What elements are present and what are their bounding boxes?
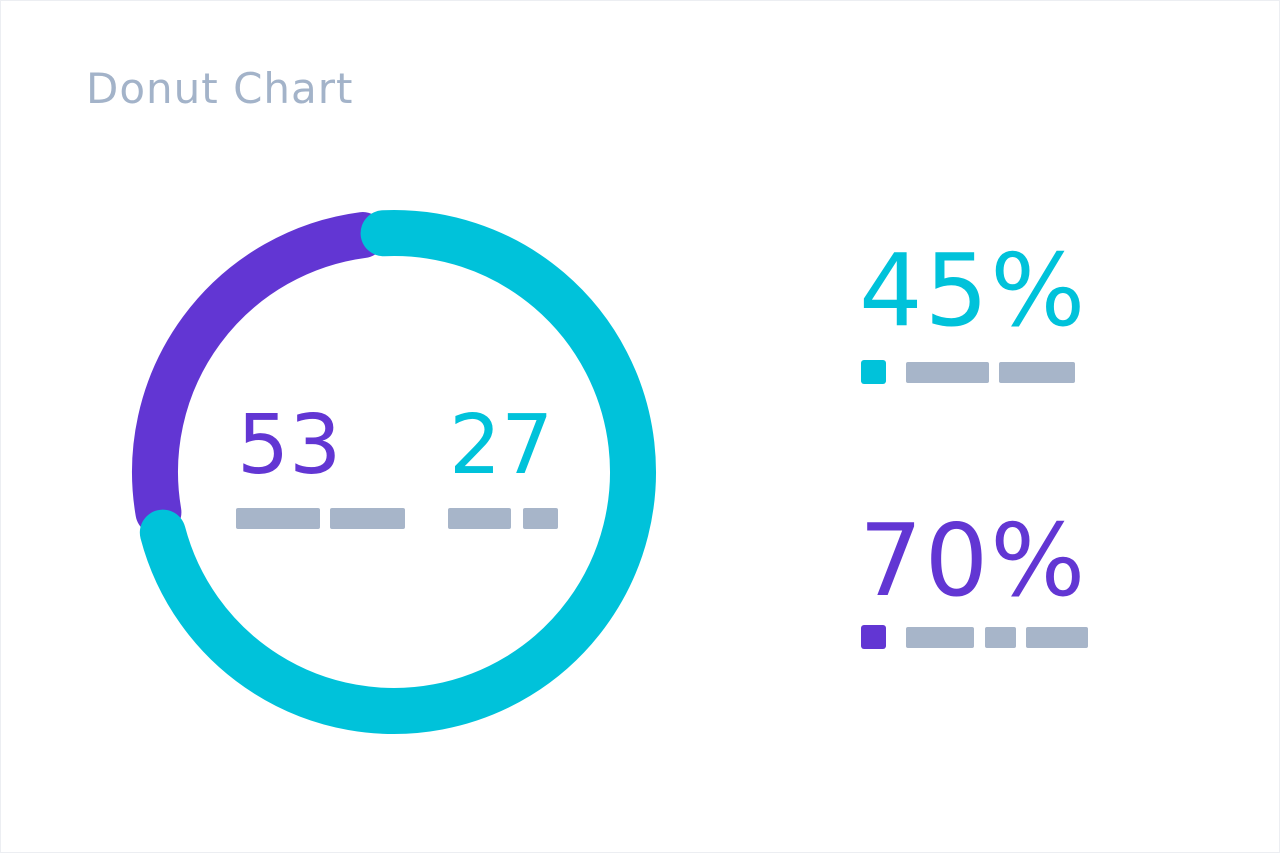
center-value-secondary: 27	[449, 398, 554, 493]
center-label-placeholder	[448, 508, 511, 529]
center-label-placeholder	[236, 508, 320, 529]
chart-title: Donut Chart	[86, 64, 354, 113]
donut-segment-purple	[132, 212, 386, 536]
legend-label-placeholder	[906, 627, 974, 648]
legend-label-placeholder	[906, 362, 989, 383]
legend-label-placeholder	[999, 362, 1075, 383]
legend-swatch-cyan	[861, 360, 886, 384]
center-label-placeholder	[330, 508, 405, 529]
donut-segment-cyan	[139, 210, 656, 734]
legend-value-cyan: 45%	[859, 232, 1088, 349]
center-value-primary: 53	[237, 398, 342, 493]
legend-label-placeholder	[1026, 627, 1088, 648]
legend-value-purple: 70%	[859, 502, 1088, 619]
legend-label-placeholder	[985, 627, 1016, 648]
center-label-placeholder	[523, 508, 558, 529]
legend-swatch-purple	[861, 625, 886, 649]
